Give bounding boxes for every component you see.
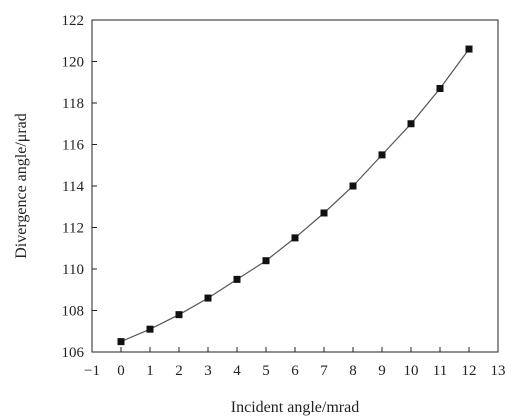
y-tick-label: 120 bbox=[62, 55, 85, 71]
y-tick-label: 110 bbox=[62, 262, 84, 278]
x-axis-label: Incident angle/mrad bbox=[231, 399, 359, 416]
y-ticks: 106 108 110 112 114 116 118 120 122 bbox=[62, 13, 97, 361]
series-line bbox=[120, 48, 470, 343]
x-ticks: −1 0 1 2 3 4 5 6 7 8 9 10 11 12 13 bbox=[84, 347, 506, 379]
x-tick-label: 2 bbox=[175, 363, 183, 379]
x-tick-label: 4 bbox=[233, 363, 241, 379]
data-point bbox=[204, 294, 212, 302]
y-tick-label: 108 bbox=[62, 304, 85, 320]
y-tick-label: 122 bbox=[62, 13, 85, 29]
y-tick-label: 112 bbox=[62, 221, 84, 237]
x-tick-label: 13 bbox=[491, 363, 506, 379]
x-tick-label: 10 bbox=[404, 363, 419, 379]
data-point bbox=[291, 234, 299, 242]
y-tick-label: 118 bbox=[62, 96, 84, 112]
y-tick-label: 106 bbox=[62, 345, 85, 361]
data-point bbox=[262, 257, 270, 265]
plot-frame bbox=[91, 19, 499, 353]
data-point bbox=[465, 45, 473, 53]
x-tick-label: 9 bbox=[378, 363, 386, 379]
data-point bbox=[349, 182, 357, 190]
data-point bbox=[436, 84, 444, 92]
x-tick-label: 8 bbox=[349, 363, 357, 379]
x-tick-label: 0 bbox=[117, 363, 125, 379]
data-point bbox=[407, 120, 415, 128]
x-tick-label: −1 bbox=[84, 363, 100, 379]
data-point bbox=[146, 325, 154, 333]
x-tick-label: 6 bbox=[291, 363, 299, 379]
y-tick-label: 116 bbox=[62, 138, 84, 154]
data-point bbox=[175, 311, 183, 319]
x-tick-label: 3 bbox=[204, 363, 212, 379]
y-axis-label: Divergence angle/μrad bbox=[13, 113, 30, 259]
y-tick-label: 114 bbox=[62, 179, 84, 195]
x-tick-label: 1 bbox=[146, 363, 154, 379]
x-tick-label: 12 bbox=[462, 363, 477, 379]
data-point bbox=[117, 338, 125, 346]
series-group bbox=[117, 45, 473, 346]
data-point bbox=[233, 275, 241, 283]
data-point bbox=[378, 151, 386, 159]
data-point bbox=[320, 209, 328, 217]
x-tick-label: 7 bbox=[320, 363, 328, 379]
x-tick-label: 5 bbox=[262, 363, 270, 379]
x-tick-label: 11 bbox=[433, 363, 447, 379]
